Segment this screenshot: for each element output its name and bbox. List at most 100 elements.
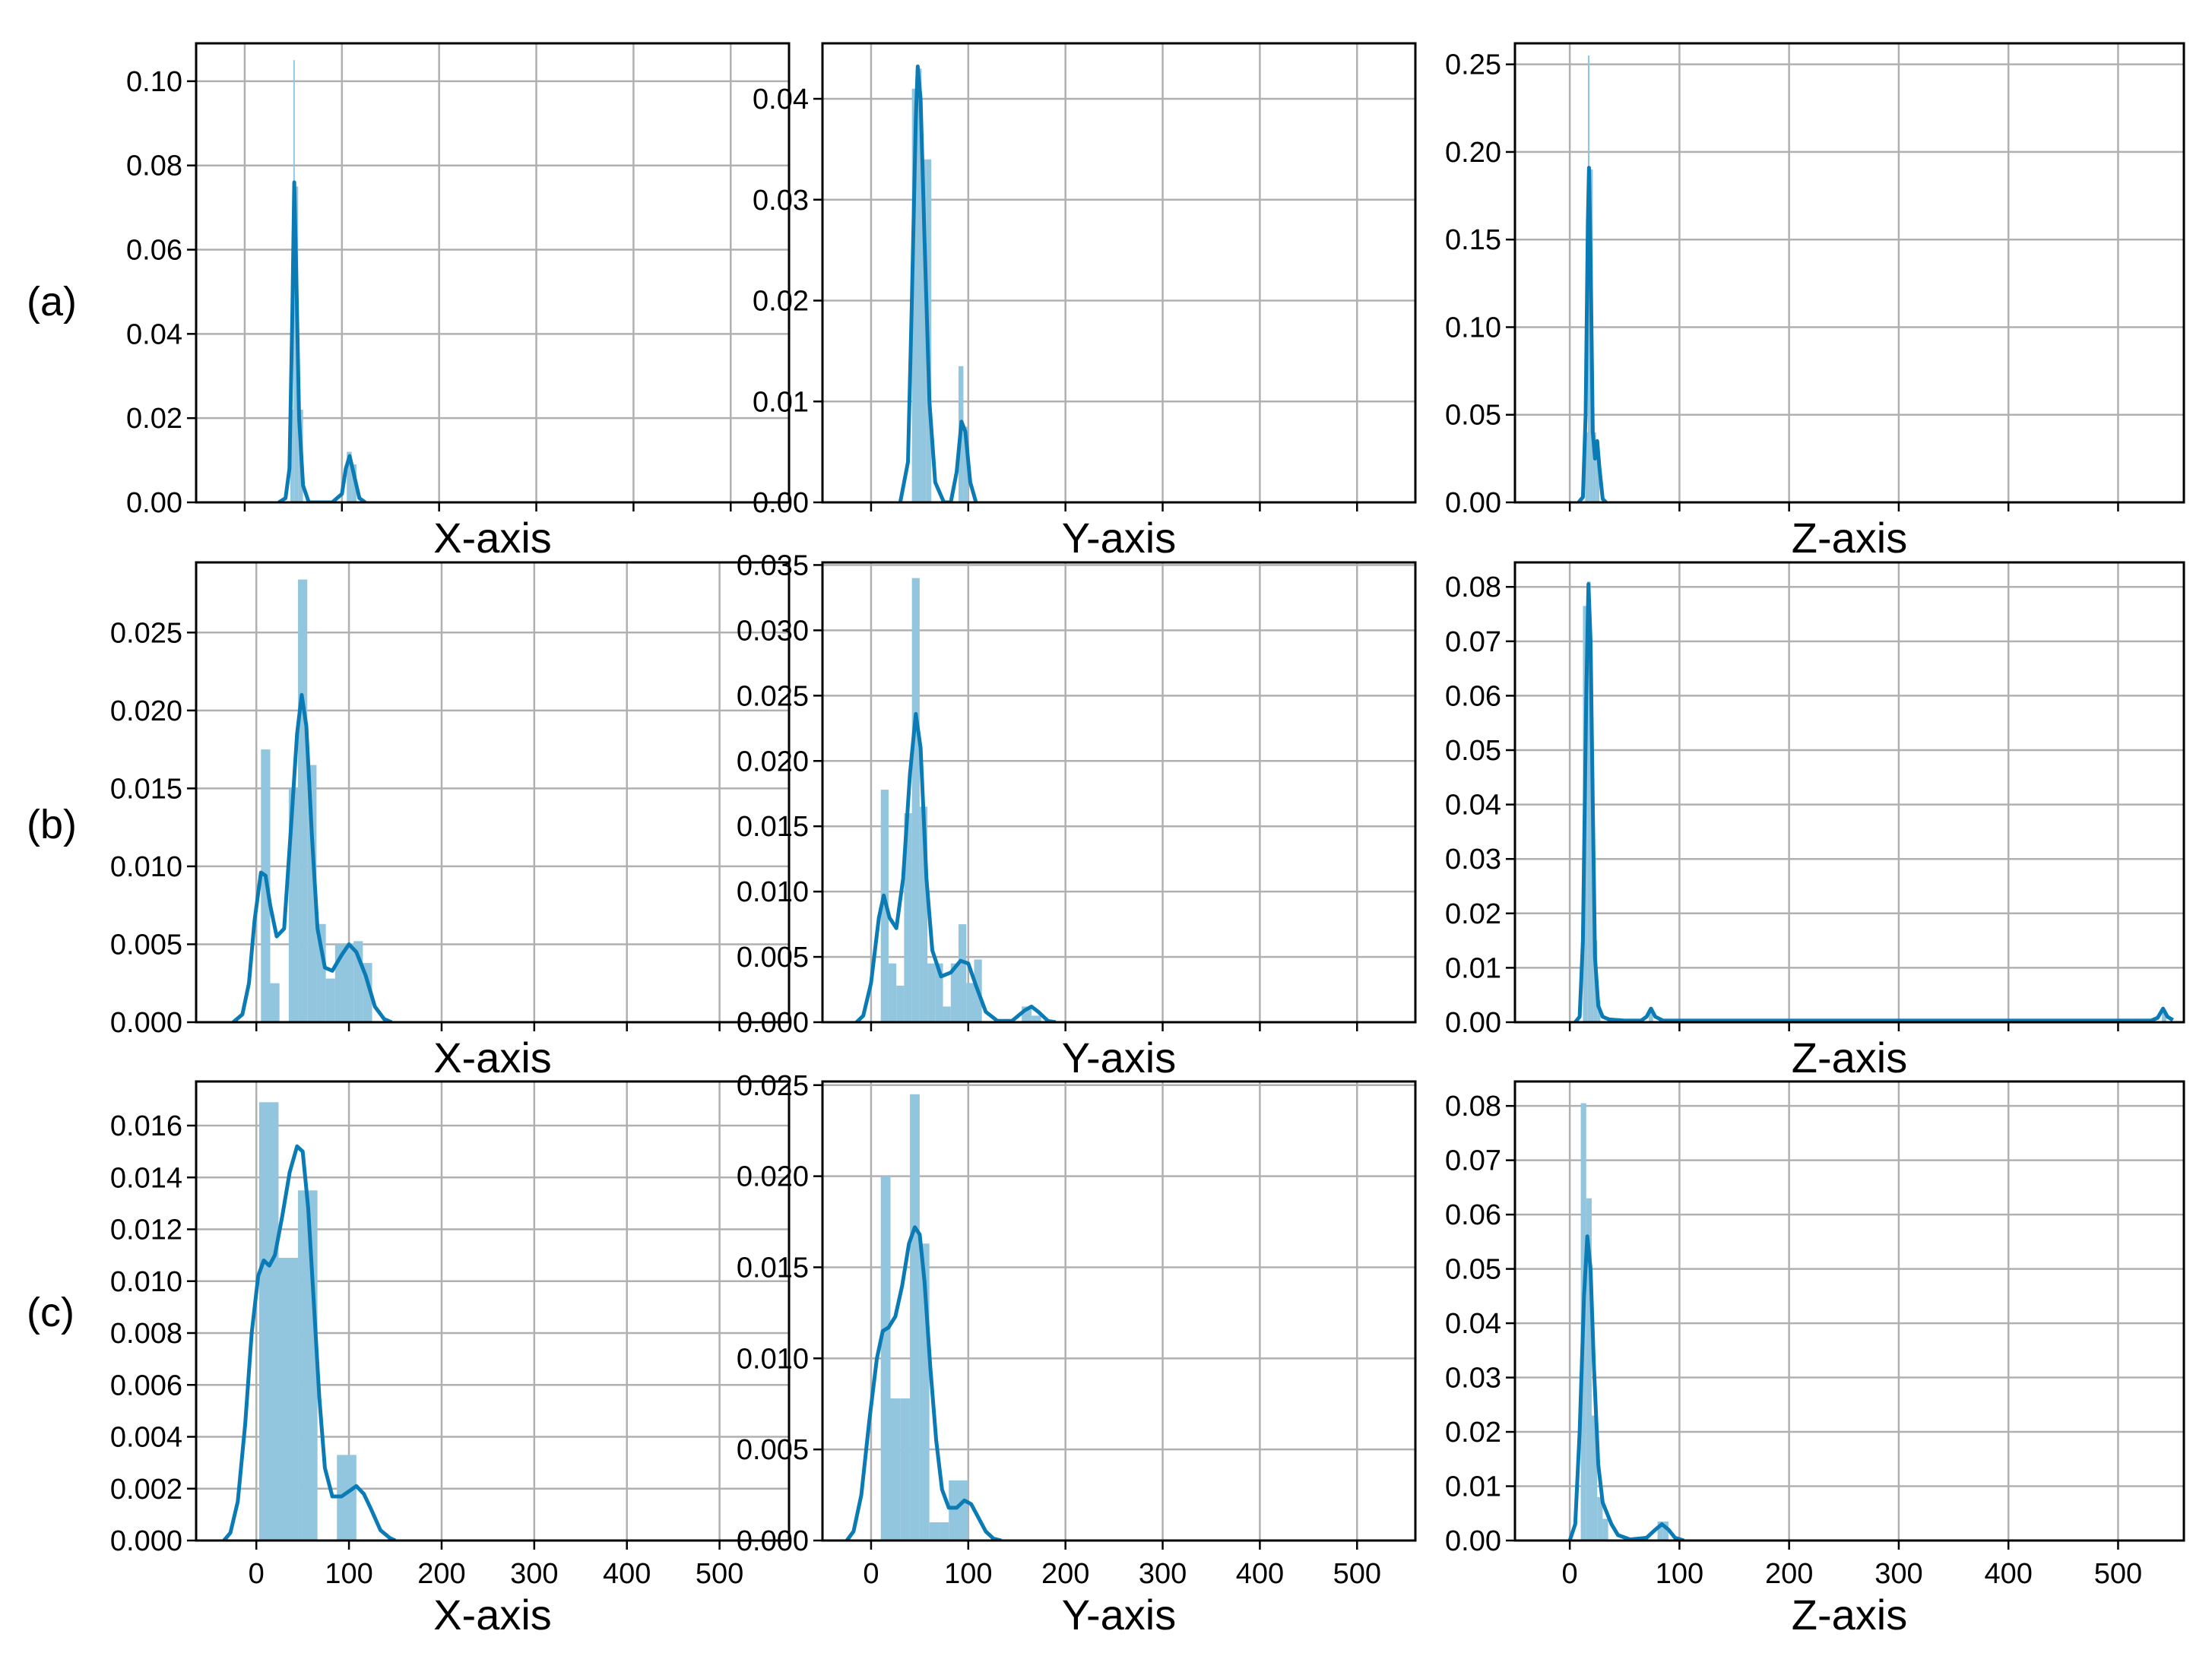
ytick-label-a-z-2: 0.10 [1445,312,1501,344]
ytick-label-c-z-8: 0.08 [1445,1091,1501,1123]
bar-b-x-4 [298,579,308,1022]
bar-a-z-4 [1596,441,1600,502]
xtick-label-c-y-0: 0 [863,1558,879,1590]
row-label-c: (c) [27,1290,74,1335]
plot-frame-b-y [821,561,1417,1024]
bar-b-y-8 [943,1006,951,1022]
bar-a-y-0 [911,88,917,502]
plot-frame-c-y [821,1080,1417,1542]
bar-b-y-9 [950,963,959,1022]
chart-panel-b-y: 0.000 0.005 0.010 0.015 0.020 0.025 0.030 0.035… [737,549,1417,1081]
ytick-label-a-z-3: 0.15 [1445,224,1501,256]
ytick-label-c-y-5: 0.025 [737,1070,809,1102]
xtick-label-c-z-3: 300 [1874,1558,1922,1590]
xtick-label-c-x-4: 400 [603,1558,651,1590]
bars-b-y [880,578,1041,1022]
bar-c-y-6 [939,1522,949,1541]
ytick-label-a-y-4: 0.04 [753,84,809,116]
ytick-label-c-z-5: 0.05 [1445,1254,1501,1286]
ytick-label-b-x-4: 0.020 [110,695,182,727]
ytick-label-b-y-5: 0.025 [737,680,809,712]
kde-line-b-z [1573,582,2174,1022]
bar-b-y-14 [1031,1015,1041,1022]
ytick-label-a-y-3: 0.03 [753,185,809,217]
ytick-label-c-z-7: 0.07 [1445,1145,1501,1177]
bar-b-y-10 [959,924,967,1022]
bar-c-z-4 [1602,1518,1608,1541]
xtick-label-c-x-3: 300 [510,1558,558,1590]
ytick-label-b-z-2: 0.02 [1445,898,1501,930]
bar-b-z-5 [1649,1011,1653,1022]
row-labels: (a) (b) (c) [27,279,77,1335]
plot-frame-c-x [195,1080,791,1542]
plot-frame-a-z [1513,42,2185,504]
ytick-label-b-z-1: 0.01 [1445,952,1501,984]
ytick-label-b-z-5: 0.05 [1445,735,1501,767]
ytick-label-c-z-4: 0.04 [1445,1308,1501,1340]
bar-c-x-0 [258,1102,279,1541]
xlabel-a-x: X-axis [433,514,552,562]
chart-panel-a-y: 0.00 0.01 0.02 0.03 0.04 Y-axis [753,42,1417,562]
bar-b-y-2 [896,985,905,1022]
kde-line-a-y [898,65,978,502]
xtick-label-c-y-1: 100 [944,1558,992,1590]
xtick-label-c-z-1: 100 [1656,1558,1703,1590]
chart-panel-c-x: 0.000 0.002 0.004 0.006 0.008 0.010 0.012 0.014… [110,1080,791,1639]
chart-panel-a-z: 0.00 0.05 0.10 0.15 0.20 0.25 Z-axis [1445,42,2185,562]
ytick-label-a-z-4: 0.20 [1445,137,1501,169]
xtick-label-c-x-5: 500 [696,1558,743,1590]
bar-b-x-9 [344,944,354,1022]
bar-c-y-1 [890,1398,901,1541]
xtick-label-c-y-2: 200 [1041,1558,1089,1590]
row-label-a: (a) [27,279,77,325]
row-label-b: (b) [27,802,77,847]
bar-b-y-4 [911,578,920,1022]
ytick-label-a-y-1: 0.01 [753,386,809,418]
ytick-label-b-z-0: 0.00 [1445,1007,1501,1039]
ytick-label-a-x-4: 0.08 [126,150,182,182]
ytick-label-b-z-7: 0.07 [1445,626,1501,658]
ytick-label-b-z-6: 0.06 [1445,680,1501,712]
ytick-label-b-y-3: 0.015 [737,811,809,843]
ytick-label-a-x-1: 0.02 [126,403,182,435]
ytick-label-c-x-3: 0.006 [110,1370,182,1401]
bar-c-z-5 [1657,1521,1663,1541]
bar-c-z-1 [1586,1198,1592,1541]
xtick-label-c-x-2: 200 [417,1558,465,1590]
xtick-label-c-z-0: 0 [1562,1558,1578,1590]
bar-a-y-1 [917,68,922,502]
ytick-label-b-z-8: 0.08 [1445,572,1501,603]
bar-c-x-1 [278,1258,299,1541]
ytick-label-a-x-3: 0.06 [126,235,182,267]
kde-line-c-y [845,1225,1002,1541]
ytick-label-a-z-5: 0.25 [1445,49,1501,81]
ytick-label-c-x-1: 0.002 [110,1474,182,1506]
ytick-label-b-y-1: 0.005 [737,942,809,974]
panels-group: 0.000.020.040.060.080.10X-axis0.000.010.… [110,42,2185,1639]
xtick-label-c-z-4: 400 [1984,1558,2032,1590]
bar-a-x-0 [290,410,293,502]
plot-frame-b-z [1513,561,2185,1024]
bar-c-y-2 [900,1398,911,1541]
bar-c-x-2 [298,1190,318,1541]
xtick-label-c-y-5: 500 [1333,1558,1381,1590]
bar-b-y-11 [966,983,974,1022]
ytick-label-c-x-6: 0.012 [110,1214,182,1246]
ytick-label-c-x-8: 0.016 [110,1110,182,1142]
ytick-label-c-x-0: 0.000 [110,1525,182,1557]
bar-b-y-6 [927,963,936,1022]
ytick-label-b-x-3: 0.015 [110,773,182,805]
bar-b-x-5 [307,765,317,1022]
bar-b-y-5 [919,806,928,1022]
ytick-label-c-z-3: 0.03 [1445,1363,1501,1395]
bar-a-z-3 [1592,432,1596,502]
xtick-label-c-z-2: 200 [1765,1558,1813,1590]
kde-line-a-x [277,180,366,502]
bars-b-x [261,579,372,1022]
bar-a-y-5 [963,426,968,502]
ytick-label-c-z-1: 0.01 [1445,1471,1501,1503]
bar-a-y-2 [921,159,927,502]
ytick-label-b-x-2: 0.010 [110,851,182,883]
bars-c-x [258,1102,357,1541]
